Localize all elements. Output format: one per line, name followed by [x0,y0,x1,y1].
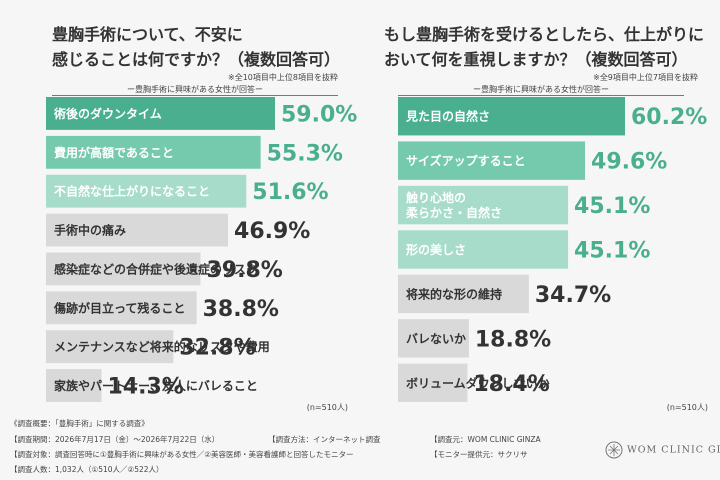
survey-monitor-provider: 【モニター提供元：サクリサ [430,450,528,459]
category-label-4: 形の美しさ [406,242,466,257]
value-label-2: 49.6% [591,150,667,175]
right-chart-note: ※全9項目中上位7項目を抜粋 [593,73,698,82]
bar-3 [46,174,247,208]
clinic-logo-mark-icon [605,441,623,459]
bar-4 [46,213,229,247]
left-chart-note: ※全10項目中上位8項目を抜粋 [228,73,338,82]
category-label-4: 手術中の痛み [54,223,126,238]
bar-4 [398,230,569,269]
bar-6 [46,291,197,325]
category-label-1: 見た目の自然さ [405,109,490,124]
left-chart-panel: 豊胸手術について、不安に 感じることは何ですか？（複数回答可） ※全10項目中上… [0,0,360,412]
bar-1 [46,97,275,130]
left-bar-chart: 術後のダウンタイム 59.0% 費用が高額であること 55.3% 不自然な仕上がりになる… [46,97,357,402]
right-title-line-2: おいて何を重視しますか？（複数回答可） [384,50,688,69]
left-title-line-1: 豊胸手術について、不安に [52,25,243,44]
right-chart-panel: もし豊胸手術を受けるとしたら、仕上がりに おいて何を重視しますか？（複数回答可）… [360,0,720,412]
value-label-5: 39.8% [206,258,282,283]
value-label-3: 51.6% [252,180,328,205]
category-label-7: メンテナンスなど将来的なリスクや費用 [54,339,270,354]
left-chart-caption: ー豊胸手術に興味がある女性が回答ー [52,84,338,96]
bar-2 [398,141,586,180]
value-label-1: 60.2% [631,105,707,130]
category-label-3: 触り心地の柔らかさ・自然さ [405,190,502,220]
left-sample-size: (n=510人) [306,403,348,412]
bar-5 [46,252,201,286]
bar-3 [398,185,569,225]
right-chart-caption: ー豊胸手術に興味がある女性が回答ー [398,84,684,96]
value-label-7: 18.4% [473,372,549,397]
category-label-3: 不自然な仕上がりになること [54,184,210,199]
survey-footer: 《調査概要：「豊胸手術」に関する調査》 【調査期間：2026年7月17日（金）〜… [0,412,720,480]
bar-5 [398,274,529,314]
right-sample-size: (n=510人) [666,403,708,412]
category-label-2: 費用が高額であること [54,145,174,160]
category-label-7: ボリュームダウンしないか [406,375,550,390]
right-bar-chart: 見た目の自然さ 60.2% サイズアップすること 49.6% 触り心地の柔らかさ・自然さ… [398,97,707,402]
right-title-line-1: もし豊胸手術を受けるとしたら、仕上がりに [384,25,705,44]
bar-7 [398,363,468,402]
value-label-7: 32.8% [179,336,255,361]
value-label-3: 45.1% [574,194,650,219]
value-label-8: 14.3% [108,375,184,400]
survey-source: 【調査元：WOM CLINIC GINZA [430,435,541,444]
value-label-6: 18.8% [475,327,551,352]
bar-2 [46,135,261,169]
value-label-5: 34.7% [535,283,611,308]
right-chart-title: もし豊胸手術を受けるとしたら、仕上がりに おいて何を重視しますか？（複数回答可） [384,22,714,72]
survey-respondent-count: 【調査人数：1,032人（①510人／②522人） [10,465,164,474]
survey-method: 【調査方法：インターネット調査 [268,435,381,444]
category-label-6: 傷跡が目立って残ること [53,300,185,315]
bar-7 [46,330,174,364]
category-label-2: サイズアップすること [406,153,526,168]
survey-overview-title: 《調査概要：「豊胸手術」に関する調査》 [10,419,149,428]
value-label-6: 38.8% [203,297,279,322]
left-title-line-2: 感じることは何ですか？（複数回答可） [52,50,341,69]
category-label-5: 将来的な形の維持 [406,286,502,301]
clinic-logo: WOM CLINIC GINZA [604,440,720,460]
value-label-1: 59.0% [281,102,357,127]
value-label-4: 45.1% [574,239,650,264]
bar-1 [398,97,625,136]
value-label-4: 46.9% [234,219,310,244]
left-chart-title: 豊胸手術について、不安に 感じることは何ですか？（複数回答可） [52,22,352,72]
category-label-1: 術後のダウンタイム [53,106,162,121]
bar-6 [398,319,469,358]
category-label-5: 感染症などの合併症や後遺症のリスク [54,261,258,276]
bar-8 [46,369,102,402]
value-label-2: 55.3% [267,141,343,166]
clinic-logo-text: WOM CLINIC GINZA [627,444,720,456]
category-label-6: バレないか [406,332,466,346]
survey-period: 【調査期間：2026年7月17日（金）〜2026年7月22日（水） [10,435,220,444]
survey-target: 【調査対象：調査回答時に①豊胸手術に興味がある女性／②美容医師・美容看護師と回答… [10,450,354,459]
category-label-8: 家族やパートナー、友人にバレること [54,378,258,393]
